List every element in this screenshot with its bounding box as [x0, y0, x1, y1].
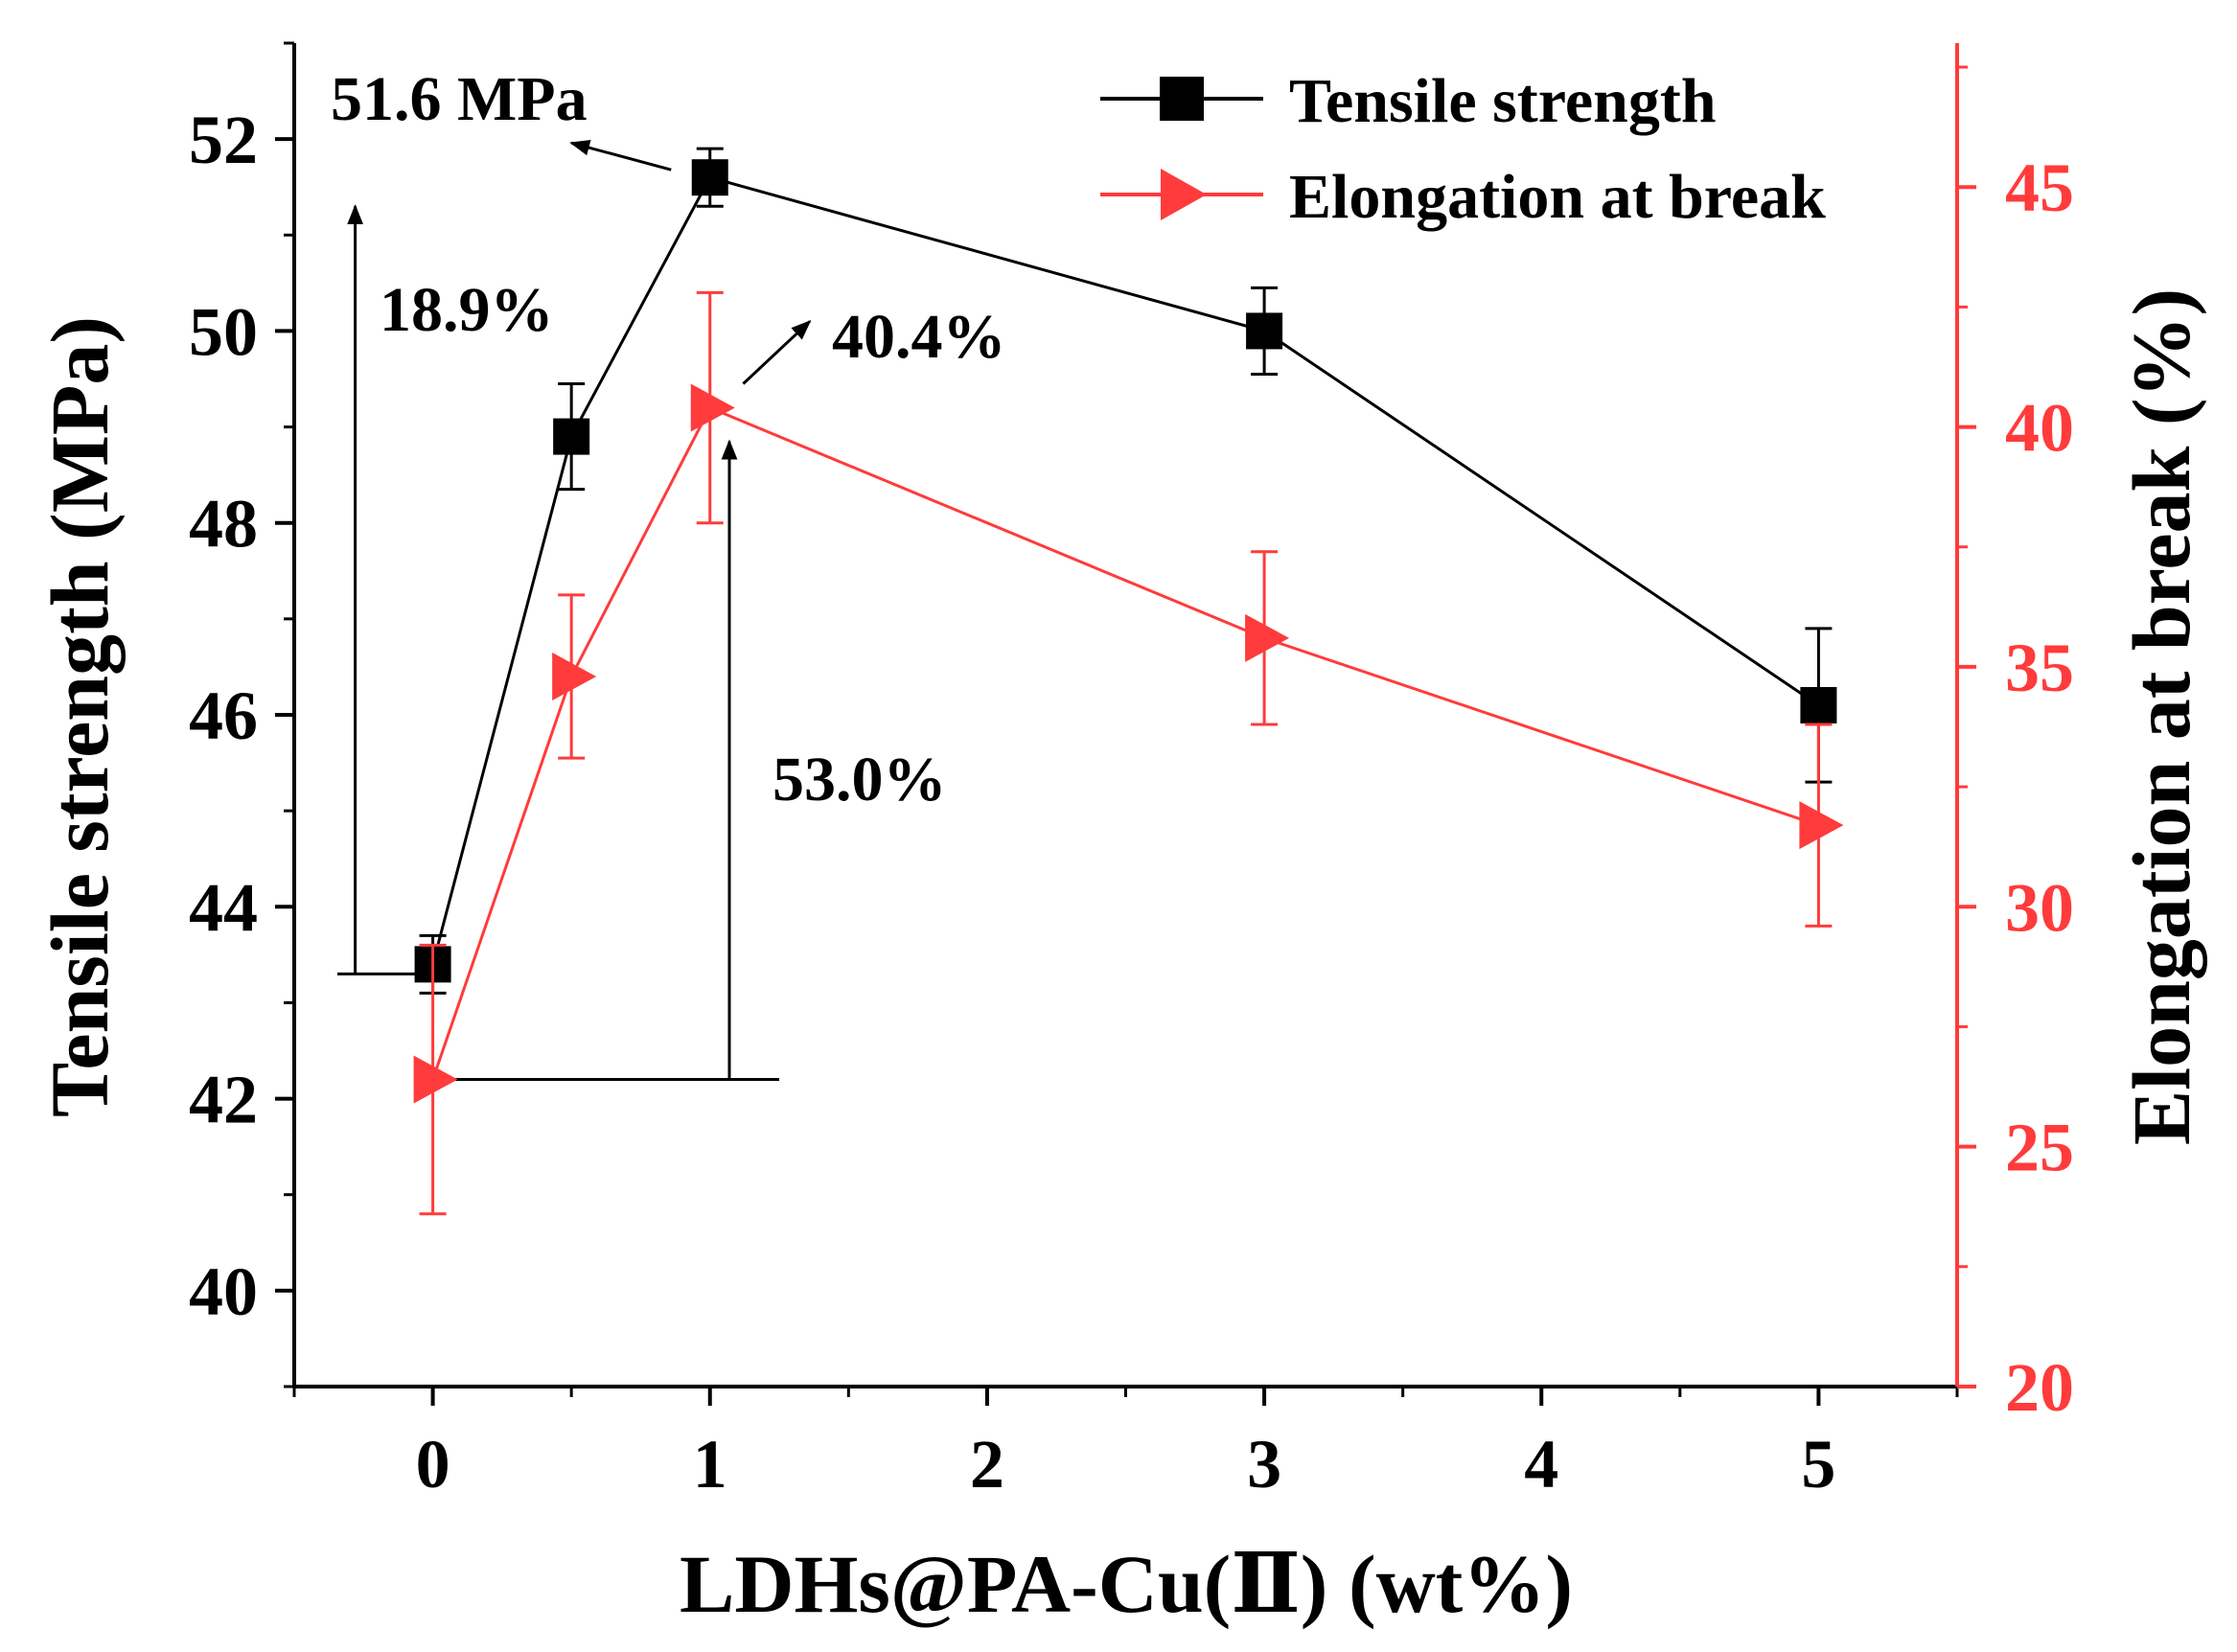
- x-tick-label-0: 0: [416, 1426, 450, 1503]
- y-left-axis-title: Tensile strength (MPa): [34, 316, 126, 1117]
- annotation-guides: [337, 139, 812, 1082]
- x-tick-label-4: 4: [1524, 1426, 1558, 1503]
- y-right-tick-label-30: 30: [2005, 869, 2074, 946]
- x-tick-label-3: 3: [1247, 1426, 1281, 1503]
- y-left-tick-label-40: 40: [189, 1253, 258, 1330]
- marker-tensile-strength-2: [691, 159, 728, 196]
- annotations: 51.6 MPa 18.9% 40.4% 53.0%: [331, 64, 1006, 815]
- marker-elongation-at-break-3: [1245, 613, 1290, 662]
- arrow-peak-elongation: [742, 319, 812, 385]
- legend-marker-square: [1160, 77, 1204, 121]
- series-line-tensile-strength: [431, 175, 1820, 965]
- y-left-tick-label-50: 50: [189, 293, 258, 370]
- x-tick-label-2: 2: [970, 1426, 1004, 1503]
- marker-tensile-strength-4: [1800, 686, 1837, 723]
- legend-label-elongation: Elongation at break: [1289, 162, 1826, 232]
- y-left-tick-label-44: 44: [189, 869, 258, 946]
- marker-elongation-at-break-2: [690, 383, 735, 432]
- marker-tensile-strength-3: [1246, 312, 1283, 350]
- annotation-peak-elongation: 40.4%: [832, 302, 1006, 372]
- y-right-tick-label-20: 20: [2005, 1349, 2074, 1426]
- y-left-tick-label-42: 42: [189, 1062, 258, 1138]
- arrow-peak-tensile: [569, 139, 672, 172]
- y-right-tick-label-25: 25: [2005, 1110, 2074, 1186]
- legend-marker-triangle: [1161, 169, 1207, 220]
- axes-frame: [292, 43, 1959, 1388]
- annotation-elongation-increase: 53.0%: [773, 745, 947, 815]
- series-line-elongation-at-break: [431, 405, 1819, 1081]
- marker-elongation-at-break-1: [552, 652, 597, 700]
- x-tick-label-5: 5: [1801, 1426, 1835, 1503]
- legend-label-tensile: Tensile strength: [1289, 66, 1717, 136]
- x-axis-title: LDHs@PA-Cu(Ⅱ) (wt%): [680, 1538, 1573, 1630]
- y-right-tick-label-40: 40: [2005, 390, 2074, 467]
- y-left-tick-label-46: 46: [189, 677, 258, 754]
- y-right-tick-label-35: 35: [2005, 630, 2074, 706]
- x-tick-label-1: 1: [693, 1426, 727, 1503]
- marker-tensile-strength-1: [553, 418, 590, 455]
- legend: Tensile strength Elongation at break: [1100, 66, 1826, 232]
- y-right-axis-title: Elongation at break (%): [2115, 288, 2207, 1145]
- annotation-tensile-increase: 18.9%: [380, 275, 554, 345]
- marker-elongation-at-break-4: [1799, 801, 1844, 850]
- marker-elongation-at-break-0: [413, 1055, 458, 1104]
- y-right-tick-label-45: 45: [2005, 149, 2074, 226]
- y-left-tick-label-52: 52: [189, 102, 258, 178]
- annotation-peak-tensile: 51.6 MPa: [331, 64, 588, 134]
- series-layer: [413, 147, 1844, 1216]
- y-left-tick-label-48: 48: [189, 486, 258, 562]
